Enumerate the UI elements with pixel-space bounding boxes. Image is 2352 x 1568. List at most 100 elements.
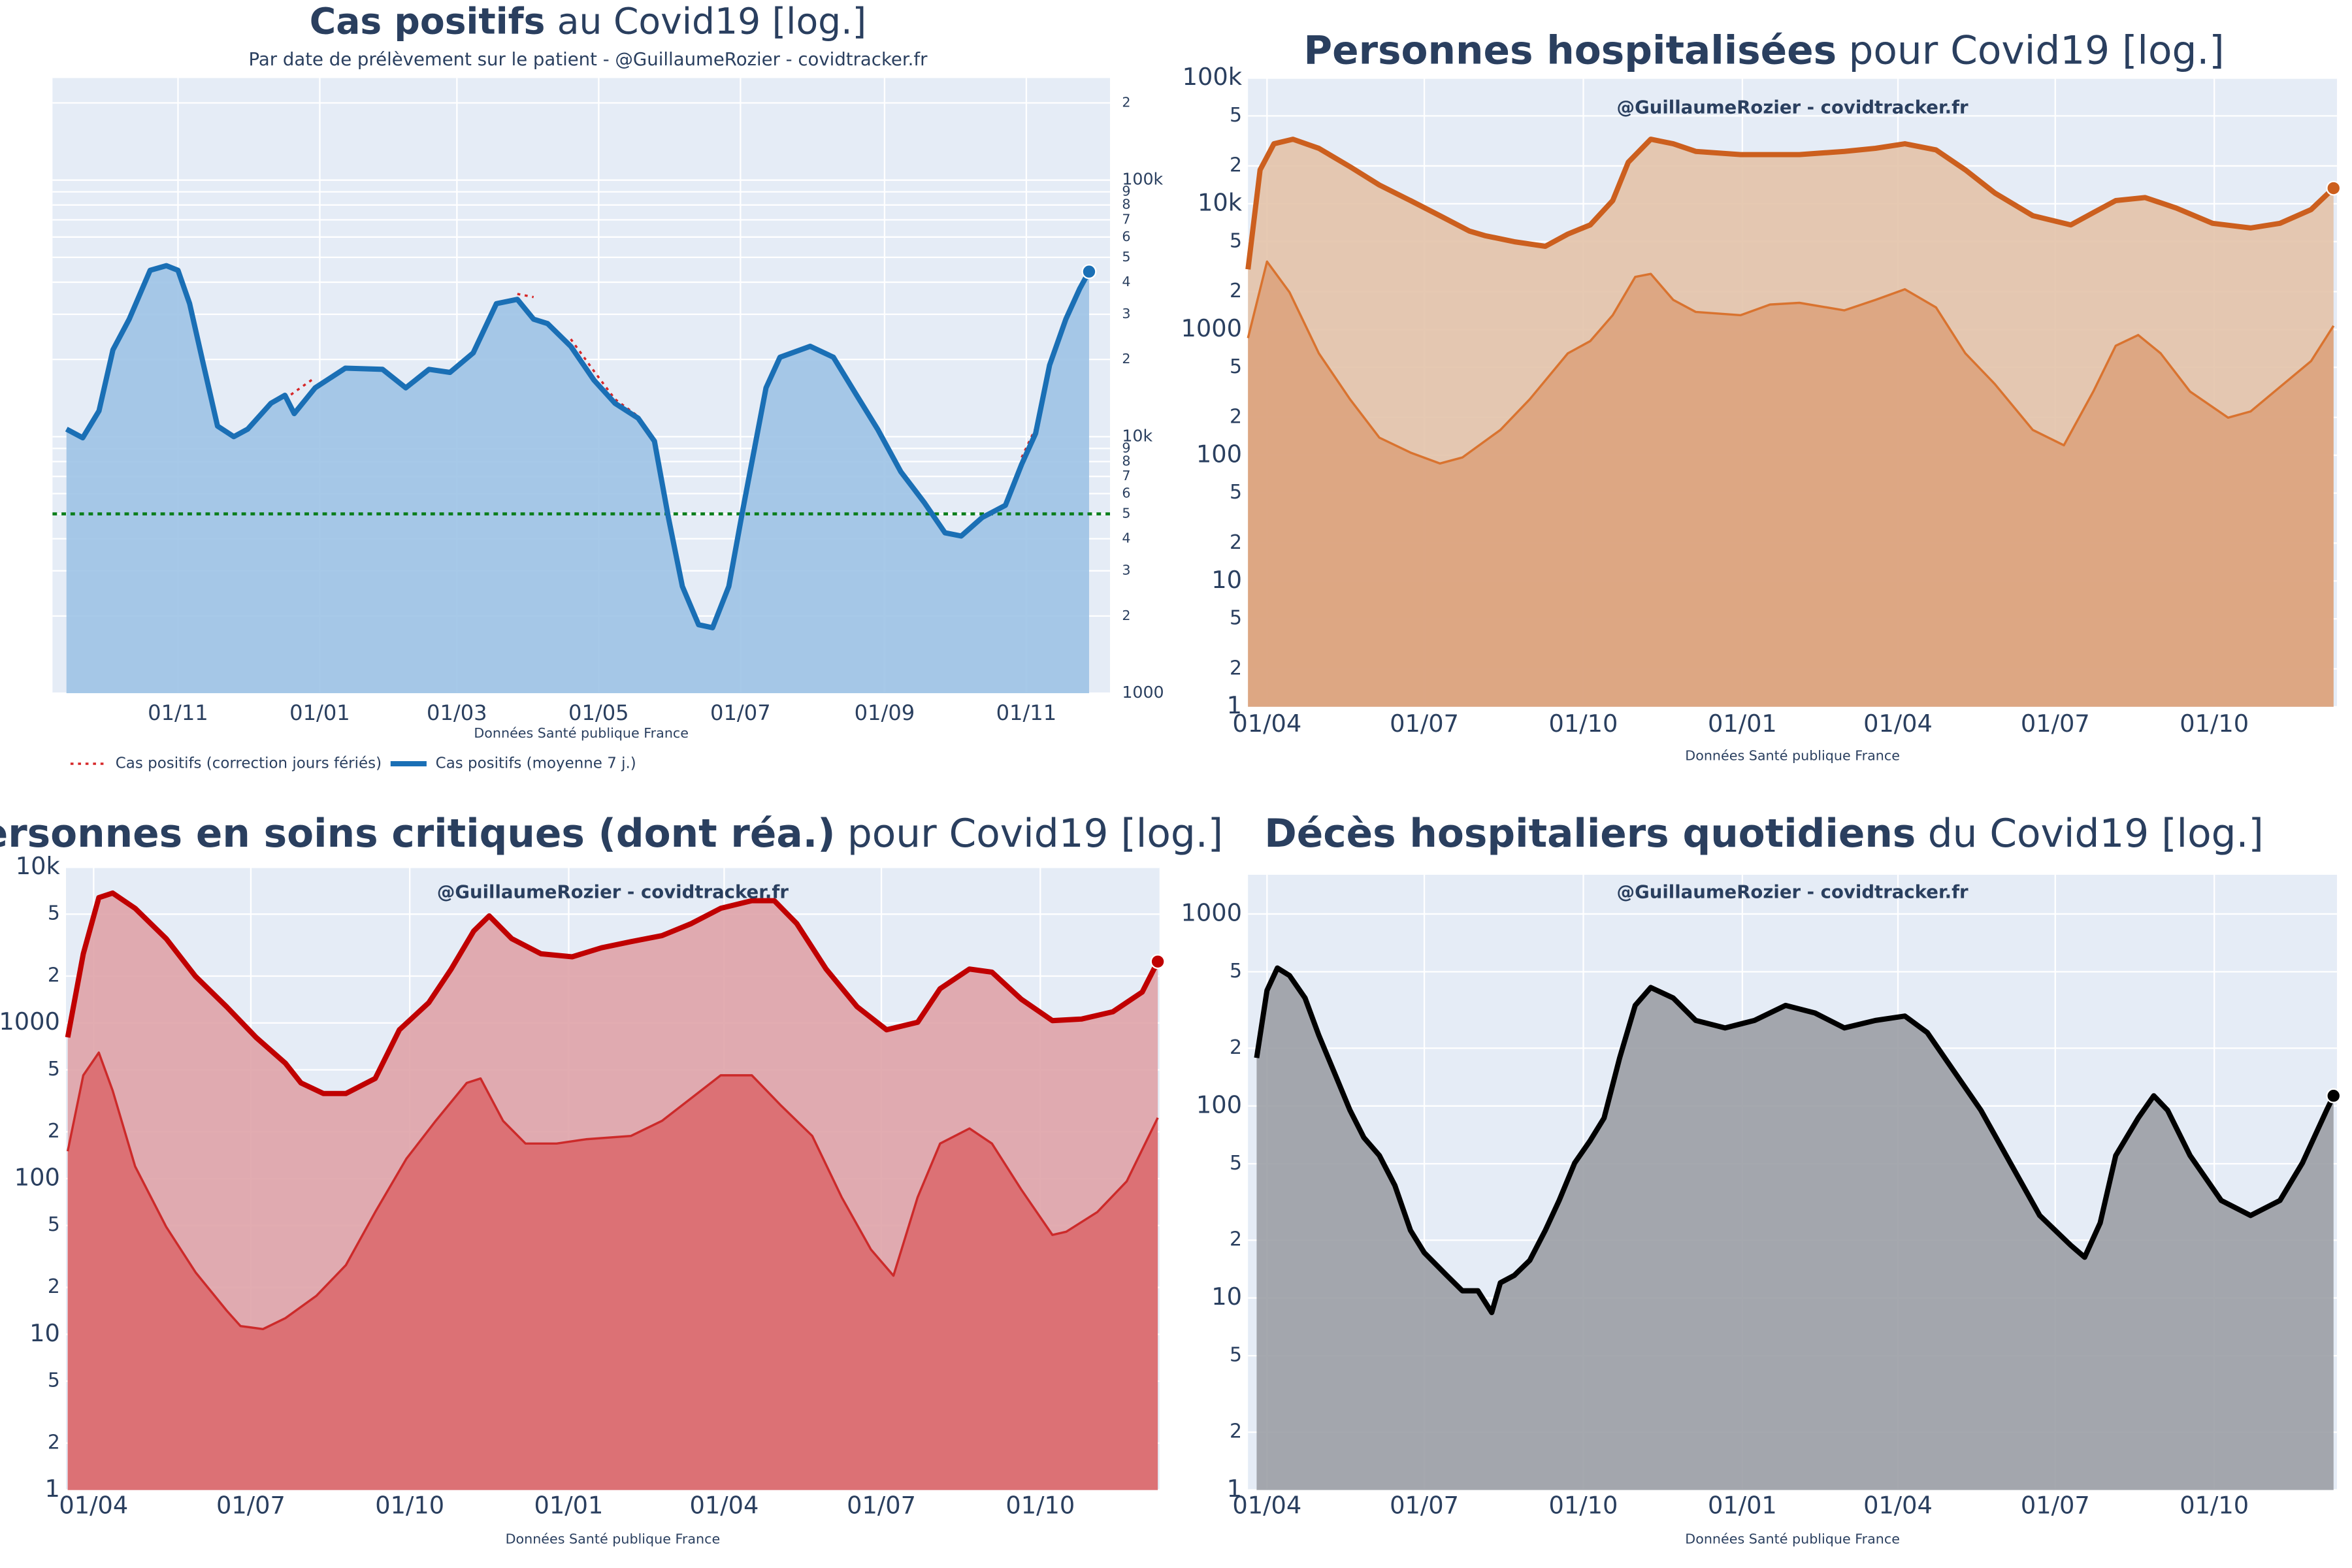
area-fill xyxy=(66,265,1089,694)
annotation: @GuillaumeRozier - covidtracker.fr xyxy=(1617,882,1969,903)
legend-label: Cas positifs (moyenne 7 j.) xyxy=(436,755,636,772)
y-tick-label: 5 xyxy=(48,902,60,925)
x-tick-label: 01/10 xyxy=(1549,710,1618,738)
y-tick-label: 8 xyxy=(1122,197,1130,212)
y-tick-label: 100k xyxy=(1183,63,1243,91)
y-tick-label: 7 xyxy=(1122,468,1130,483)
y-tick-label: 1000 xyxy=(1122,683,1164,702)
y-tick-label: 5 xyxy=(1230,229,1242,252)
source-note: Données Santé publique France xyxy=(506,1531,721,1546)
y-tick-label: 9 xyxy=(1122,184,1130,199)
y-tick-label: 5 xyxy=(1230,960,1242,983)
series-line xyxy=(1247,260,2335,465)
x-tick-label: 01/07 xyxy=(2021,1491,2090,1519)
x-tick-label: 01/04 xyxy=(59,1491,128,1519)
y-tick-label: 2 xyxy=(48,1431,60,1454)
y-tick-label: 10 xyxy=(1211,1282,1242,1311)
y-tick-label: 2 xyxy=(48,1275,60,1298)
x-tick-label: 01/04 xyxy=(1863,1491,1933,1519)
y-tick-label: 5 xyxy=(48,1213,60,1236)
annotation: @GuillaumeRozier - covidtracker.fr xyxy=(1617,97,1969,118)
series-line xyxy=(66,1051,1159,1331)
end-marker xyxy=(1150,954,1166,970)
y-tick-label: 2 xyxy=(1230,1228,1242,1251)
y-tick-label: 10 xyxy=(1211,566,1242,594)
y-tick-label: 5 xyxy=(1122,506,1130,521)
chart-subtitle: Par date de prélèvement sur le patient -… xyxy=(249,49,928,70)
y-tick-label: 1000 xyxy=(1181,314,1242,342)
title-rest: du Covid19 [log.] xyxy=(1928,811,2264,857)
y-tick-label: 7 xyxy=(1122,212,1130,227)
y-tick-label: 5 xyxy=(48,1369,60,1392)
end-marker xyxy=(2326,180,2342,196)
chart-title: Cas positifs au Covid19 [log.] xyxy=(310,1,866,42)
y-tick-label: 5 xyxy=(1230,481,1242,504)
y-tick-label: 3 xyxy=(1122,563,1130,578)
series-line xyxy=(65,890,1160,1096)
x-tick-label: 01/07 xyxy=(710,700,771,725)
x-tick-label: 01/10 xyxy=(1005,1491,1075,1519)
x-tick-label: 01/10 xyxy=(1549,1491,1618,1519)
source-note: Données Santé publique France xyxy=(1685,1531,1900,1546)
title-rest: pour Covid19 [log.] xyxy=(847,811,1223,857)
y-tick-label: 2 xyxy=(1122,94,1130,110)
chart-title: Décès hospitaliers quotidiens du Covid19 … xyxy=(1264,811,2264,857)
x-tick-label: 01/03 xyxy=(427,700,487,725)
y-tick-label: 2 xyxy=(1122,608,1130,623)
y-tick-label: 2 xyxy=(1230,657,1242,679)
x-tick-label: 01/01 xyxy=(534,1491,604,1519)
annotation: @GuillaumeRozier - covidtracker.fr xyxy=(437,882,789,903)
x-tick-label: 01/10 xyxy=(2180,1491,2249,1519)
y-tick-label: 4 xyxy=(1122,274,1130,289)
y-tick-label: 10k xyxy=(1122,426,1152,445)
y-tick-label: 2 xyxy=(1230,405,1242,428)
y-tick-label: 100k xyxy=(1122,170,1163,189)
title-bold: Personnes hospitalisées xyxy=(1303,28,1837,73)
x-tick-label: 01/10 xyxy=(2180,710,2249,738)
y-tick-label: 1 xyxy=(1227,691,1242,719)
x-tick-label: 01/04 xyxy=(689,1491,759,1519)
chart-title: Personnes hospitalisées pour Covid19 [log… xyxy=(1303,28,2224,73)
x-tick-label: 01/05 xyxy=(568,700,629,725)
y-tick-label: 5 xyxy=(1230,104,1242,127)
x-tick-label: 01/01 xyxy=(1708,710,1777,738)
y-tick-label: 100 xyxy=(1196,1090,1242,1119)
series-line xyxy=(1254,965,2336,1315)
y-tick-label: 2 xyxy=(48,1120,60,1143)
y-tick-label: 2 xyxy=(1230,531,1242,554)
series-line xyxy=(1245,137,2336,270)
chart-panel: 1 2 5 10 2 5 100 2 5 1000 2 5 10k 2 5 100k 01/04 01/07 01/… xyxy=(1181,28,2342,764)
y-tick-label: 5 xyxy=(1230,355,1242,378)
y-tick-label: 5 xyxy=(1230,607,1242,630)
end-marker xyxy=(2326,1088,2342,1103)
title-bold: Décès hospitaliers quotidiens xyxy=(1264,811,1916,857)
x-tick-label: 01/01 xyxy=(1708,1491,1777,1519)
y-tick-label: 5 xyxy=(1122,249,1130,265)
x-tick-label: 01/09 xyxy=(855,700,915,725)
y-tick-label: 10 xyxy=(29,1319,60,1347)
y-tick-label: 6 xyxy=(1122,229,1130,244)
y-tick-label: 100 xyxy=(14,1164,60,1192)
chart-panel: 1 2 5 10 2 5 100 2 5 1000 01/04 01/07 01/10 01/01 01/0… xyxy=(1181,811,2342,1546)
x-tick-label: 01/07 xyxy=(216,1491,286,1519)
y-tick-label: 2 xyxy=(1230,1420,1242,1443)
y-tick-label: 6 xyxy=(1122,485,1130,500)
area-fill xyxy=(1256,968,2334,1490)
y-tick-label: 2 xyxy=(1122,351,1130,367)
y-tick-label: 2 xyxy=(1230,1036,1242,1059)
series-line xyxy=(284,293,1037,458)
y-tick-label: 1000 xyxy=(0,1007,60,1036)
y-tick-label: 100 xyxy=(1196,440,1242,468)
y-tick-label: 2 xyxy=(1230,154,1242,176)
chart-title: Personnes en soins critiques (dont réa.)… xyxy=(0,811,1223,857)
area-fill xyxy=(1248,261,2334,707)
y-tick-label: 1000 xyxy=(1181,898,1242,926)
y-tick-label: 2 xyxy=(48,964,60,987)
x-tick-label: 01/10 xyxy=(375,1491,444,1519)
x-tick-label: 01/07 xyxy=(847,1491,916,1519)
title-rest: pour Covid19 [log.] xyxy=(1849,28,2225,73)
x-tick-label: 01/01 xyxy=(289,700,350,725)
y-tick-label: 5 xyxy=(1230,1152,1242,1175)
